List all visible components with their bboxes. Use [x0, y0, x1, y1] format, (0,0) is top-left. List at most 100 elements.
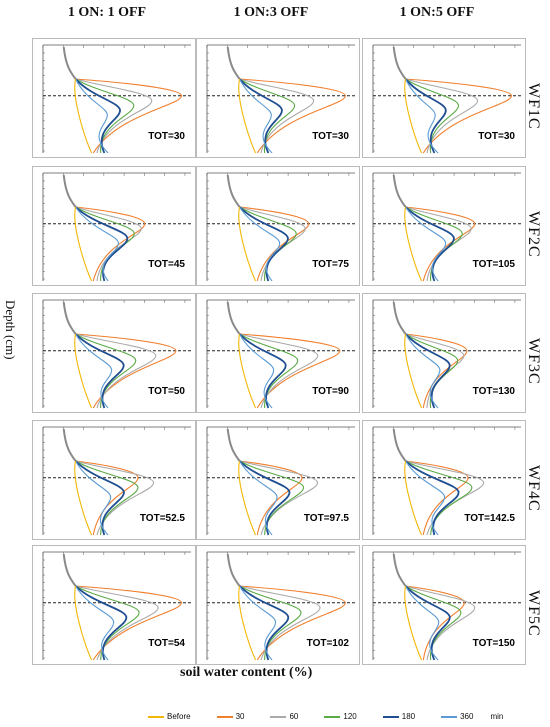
series-360: [405, 460, 446, 536]
chart-svg: TOT=52.5: [42, 426, 191, 536]
series-trunk: [392, 46, 407, 80]
axes: [372, 426, 521, 535]
chart-panel: TOT=45: [32, 166, 196, 286]
series-before: [74, 460, 93, 536]
series-trunk: [62, 428, 77, 462]
series-before: [238, 460, 257, 536]
series-120: [75, 460, 139, 536]
series-before: [404, 78, 423, 154]
series-before: [238, 78, 257, 154]
tot-label: TOT=54: [148, 638, 185, 649]
series-120: [239, 333, 299, 409]
series-trunk: [226, 301, 241, 335]
tot-label: TOT=30: [312, 131, 349, 142]
series-360: [239, 78, 273, 154]
y-axis-label: Depth (cm): [3, 300, 18, 360]
tot-label: TOT=150: [473, 638, 516, 649]
series-before: [74, 206, 93, 282]
tot-label: TOT=50: [148, 386, 185, 397]
chart-svg: TOT=50: [42, 299, 191, 409]
series-before: [404, 206, 423, 282]
series-360: [239, 206, 281, 282]
row-label: WF2C: [525, 211, 542, 258]
series-60: [405, 78, 479, 154]
series-30: [405, 78, 512, 154]
chart-svg: TOT=150: [372, 551, 521, 661]
series-360: [405, 206, 447, 282]
series-360: [239, 333, 275, 409]
series-30: [405, 333, 468, 409]
series-trunk: [226, 428, 241, 462]
series-trunk: [62, 174, 77, 208]
series-60: [75, 460, 155, 536]
series-180: [404, 78, 447, 154]
tot-label: TOT=30: [478, 131, 515, 142]
series-120: [75, 585, 140, 661]
column-title: 1 ON: 1 OFF: [67, 5, 147, 20]
series-120: [75, 333, 137, 409]
chart-svg: TOT=90: [206, 299, 355, 409]
series-trunk: [226, 174, 241, 208]
series-trunk: [392, 428, 407, 462]
row-label: WF3C: [525, 338, 542, 385]
series-180: [74, 206, 129, 282]
series-180: [74, 333, 125, 409]
chart-svg: TOT=54: [42, 551, 191, 661]
series-180: [238, 206, 289, 282]
tot-label: TOT=30: [148, 131, 185, 142]
axes: [206, 426, 355, 535]
axes: [42, 299, 191, 408]
chart-svg: TOT=102: [206, 551, 355, 661]
row-label: WF5C: [525, 590, 542, 637]
series-60: [239, 460, 319, 536]
chart-panel: TOT=52.5: [32, 420, 196, 540]
series-30: [239, 585, 346, 661]
legend-item-30: 30: [216, 712, 244, 721]
series-30: [405, 206, 476, 282]
legend-item-180: 180: [382, 712, 415, 721]
series-60: [75, 333, 157, 409]
chart-panel: TOT=142.5: [362, 420, 526, 540]
series-before: [404, 585, 423, 661]
tot-label: TOT=45: [148, 259, 185, 270]
tot-label: TOT=142.5: [464, 513, 515, 524]
series-180: [404, 585, 451, 661]
tot-label: TOT=102: [307, 638, 350, 649]
row-label: WF1C: [525, 83, 542, 130]
series-360: [75, 78, 109, 154]
chart-panel: TOT=130: [362, 293, 526, 413]
series-120: [405, 585, 462, 661]
series-trunk: [226, 46, 241, 80]
axes: [372, 299, 521, 408]
series-before: [404, 333, 423, 409]
series-360: [239, 585, 277, 661]
legend-item-120: 120: [324, 712, 357, 721]
series-30: [239, 333, 341, 409]
series-30: [75, 206, 146, 282]
chart-svg: TOT=142.5: [372, 426, 521, 536]
series-30: [75, 78, 182, 154]
series-180: [74, 460, 125, 536]
column-title: 1 ON:3 OFF: [233, 5, 309, 20]
axes: [42, 44, 191, 153]
series-180: [74, 78, 121, 154]
legend-unit: min: [490, 712, 504, 721]
series-30: [239, 460, 303, 536]
series-360: [75, 585, 115, 661]
column-title: 1 ON:5 OFF: [399, 5, 475, 20]
series-before: [74, 333, 93, 409]
series-180: [238, 585, 290, 661]
tot-label: TOT=97.5: [304, 513, 350, 524]
axes: [42, 551, 191, 660]
series-trunk: [392, 174, 407, 208]
series-120: [239, 585, 302, 661]
series-180: [238, 333, 287, 409]
chart-panel: TOT=102: [196, 545, 360, 665]
chart-panel: TOT=30: [32, 38, 196, 158]
axes: [372, 44, 521, 153]
series-before: [404, 460, 423, 536]
series-120: [75, 206, 135, 282]
axes: [42, 426, 191, 535]
legend: Before 30 60 120 180 360 min: [148, 712, 503, 721]
chart-svg: TOT=97.5: [206, 426, 355, 536]
